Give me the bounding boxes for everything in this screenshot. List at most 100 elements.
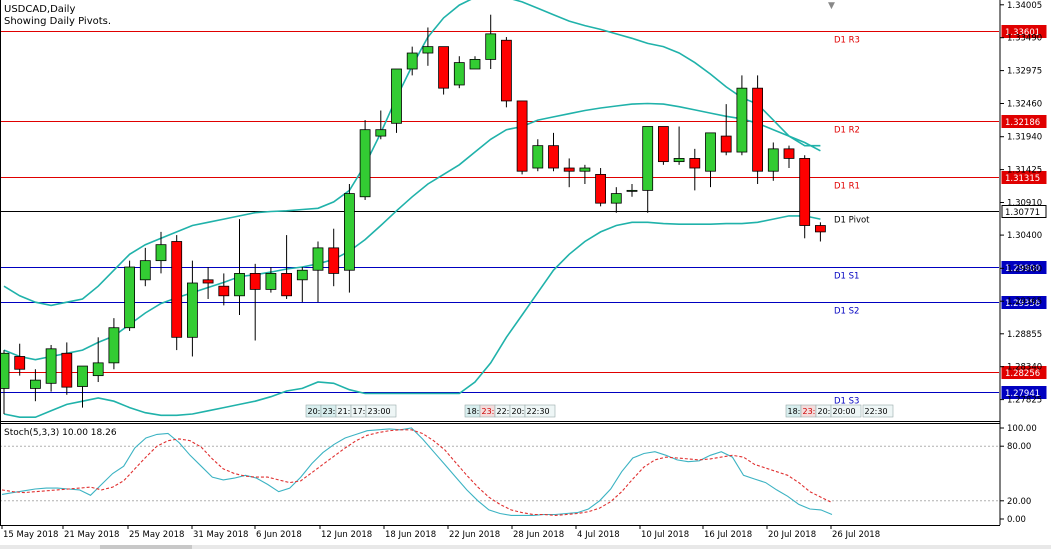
candle[interactable]: [610, 187, 622, 213]
candle[interactable]: [186, 260, 198, 357]
time-tick-label: 26 Jul 2018: [832, 530, 880, 540]
candle[interactable]: [391, 68, 402, 133]
candles[interactable]: [0, 14, 826, 414]
candle-body: [61, 352, 73, 388]
candle[interactable]: [45, 344, 57, 392]
candle[interactable]: [77, 365, 88, 408]
candle[interactable]: [14, 343, 26, 376]
candle[interactable]: [312, 241, 324, 303]
pivot-price-tag: [1001, 366, 1047, 379]
price-tick-label: 1.28340: [1007, 363, 1042, 373]
candle-body: [312, 247, 324, 271]
price-pane[interactable]: D1 R3 1.33601 D1 R2 1.32186 D1 R1 1.31315 D1 P…: [0, 0, 1047, 419]
pivot-label: D1 R2: [834, 126, 860, 136]
candle[interactable]: [202, 267, 214, 299]
candle[interactable]: [720, 104, 732, 156]
candle-body: [548, 145, 559, 169]
candle[interactable]: [532, 139, 544, 172]
candle[interactable]: [799, 155, 811, 239]
candle-body: [171, 241, 183, 338]
candle[interactable]: [438, 46, 450, 95]
horizontal-scrollbar[interactable]: [0, 545, 1051, 549]
candle[interactable]: [124, 260, 135, 331]
candle[interactable]: [563, 158, 575, 188]
stochastic-pane[interactable]: 100.00 80.00 20.00 0.00 Stoch(5,3,3) 10.00 …: [0, 424, 1037, 525]
candle[interactable]: [171, 235, 183, 351]
candle[interactable]: [453, 56, 465, 89]
candle[interactable]: [500, 37, 512, 108]
candle[interactable]: [281, 235, 293, 299]
price-tick-label: 1.27825: [1007, 396, 1042, 406]
pivot-label: D1 S1: [834, 272, 859, 282]
session-time: 23:00: [368, 407, 391, 416]
candle-body: [595, 174, 606, 204]
candle-body: [610, 193, 622, 204]
candle-body: [705, 132, 716, 172]
candle[interactable]: [752, 75, 763, 184]
candle[interactable]: [626, 183, 638, 197]
candle-body: [281, 273, 293, 297]
candle-body: [689, 158, 701, 169]
candle[interactable]: [343, 183, 355, 293]
candle-body: [469, 59, 481, 70]
bollinger-lower: [3, 215, 821, 419]
candle[interactable]: [642, 126, 654, 213]
candle[interactable]: [579, 164, 591, 184]
candle-body: [626, 189, 638, 192]
time-axis: 15 May 2018 21 May 2018 25 May 2018 31 May …: [0, 525, 1051, 549]
pivot-price-tag: [1001, 115, 1047, 128]
candle[interactable]: [234, 219, 245, 315]
time-tick-label: 22 Jun 2018: [449, 530, 500, 540]
candle[interactable]: [767, 142, 779, 181]
candle[interactable]: [689, 148, 701, 191]
candle[interactable]: [705, 132, 716, 188]
stochastic-label: Stoch(5,3,3) 10.00 18.26: [4, 428, 117, 438]
candle[interactable]: [658, 126, 669, 165]
pivot-price-text: 1.29356: [1005, 299, 1040, 309]
candle[interactable]: [548, 132, 559, 172]
candle[interactable]: [673, 126, 685, 165]
candle[interactable]: [469, 56, 481, 70]
time-tick-label: 25 May 2018: [129, 530, 184, 540]
candle[interactable]: [328, 228, 340, 287]
candle[interactable]: [29, 369, 41, 402]
pivot-lines: [0, 31, 999, 393]
candle[interactable]: [139, 247, 151, 287]
candle[interactable]: [218, 273, 230, 306]
stochastic-tick-label: 20.00: [1007, 497, 1031, 507]
candle-body: [500, 39, 512, 102]
candle-body: [642, 126, 654, 191]
candle[interactable]: [265, 267, 277, 293]
candle[interactable]: [375, 110, 387, 140]
session-time: 20:: [512, 407, 525, 416]
candle[interactable]: [516, 100, 528, 175]
candle[interactable]: [485, 14, 497, 69]
pivot-price-tag: [1001, 25, 1047, 38]
chart-frame: [0, 0, 1001, 526]
scrollbar-thumb[interactable]: [100, 545, 192, 549]
session-time: 23:: [803, 407, 816, 416]
candle[interactable]: [359, 120, 371, 200]
candle-body: [406, 52, 418, 70]
bollinger-middle: [3, 102, 821, 361]
candle[interactable]: [108, 318, 120, 370]
shift-marker-icon[interactable]: ▼: [828, 1, 835, 11]
candle[interactable]: [92, 337, 104, 383]
candle[interactable]: [783, 145, 795, 169]
candle[interactable]: [155, 231, 167, 274]
candle[interactable]: [422, 27, 434, 66]
candle[interactable]: [815, 222, 826, 242]
candle[interactable]: [0, 350, 10, 414]
candle[interactable]: [406, 46, 418, 76]
session-time: 20:: [308, 407, 321, 416]
candle[interactable]: [595, 168, 606, 207]
candle[interactable]: [61, 342, 73, 395]
pivot-price-text: 1.28256: [1005, 369, 1040, 379]
candle-body: [155, 244, 167, 262]
candle[interactable]: [736, 75, 748, 156]
candle[interactable]: [249, 263, 261, 341]
candle[interactable]: [296, 267, 308, 303]
time-tick-label: 18 Jun 2018: [385, 530, 436, 540]
